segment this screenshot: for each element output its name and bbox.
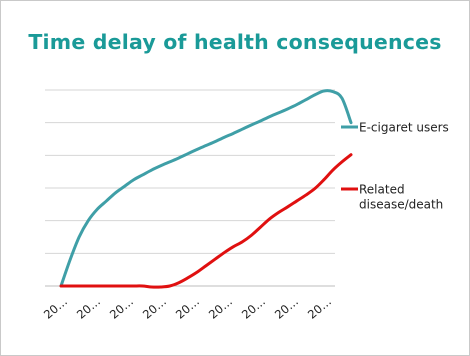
x-axis-ticks: 20… 20… 20… 20… 20… 20… 20… 20… 20… (41, 294, 334, 322)
x-tick-label: 20… (140, 294, 169, 322)
x-tick-label: 20… (107, 294, 136, 322)
legend-label: E-cigaret users (359, 121, 449, 135)
legend-label: disease/death (359, 198, 443, 212)
x-tick-label: 20… (173, 294, 202, 322)
x-tick-label: 20… (305, 294, 334, 322)
x-tick-label: 20… (74, 294, 103, 322)
series-line-e-cigaret-users (59, 89, 353, 288)
chart-title: Time delay of health consequences (28, 30, 442, 54)
series-lines (59, 89, 353, 289)
x-tick-label: 20… (41, 294, 70, 322)
legend-label: Related (359, 183, 405, 197)
series-line-related-disease-death (59, 153, 353, 289)
x-tick-label: 20… (272, 294, 301, 322)
x-tick-label: 20… (206, 294, 235, 322)
x-tick-label: 20… (239, 294, 268, 322)
gridlines (45, 89, 335, 287)
